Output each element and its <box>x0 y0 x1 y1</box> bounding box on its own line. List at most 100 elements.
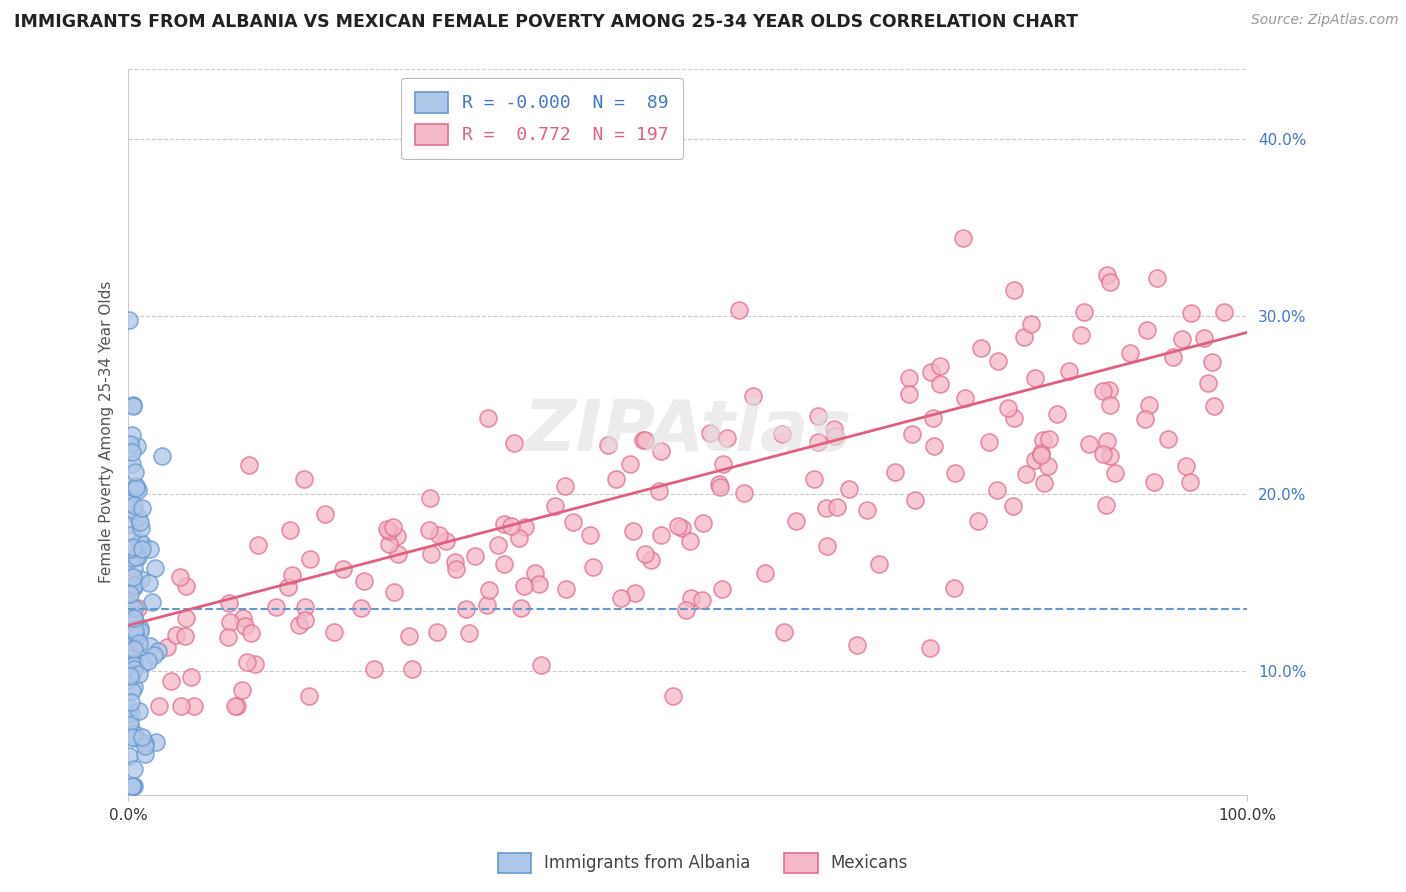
Point <box>122 762 145 776</box>
Point <box>294 600 316 615</box>
Point <box>426 625 449 640</box>
Point <box>121 445 143 459</box>
Point <box>1097 383 1119 397</box>
Point <box>666 518 689 533</box>
Point <box>298 551 321 566</box>
Point <box>127 483 149 498</box>
Point <box>1136 322 1159 336</box>
Point <box>122 503 145 517</box>
Point <box>138 639 160 653</box>
Point <box>648 483 671 498</box>
Point <box>1073 305 1095 319</box>
Point <box>124 639 146 653</box>
Point <box>118 491 141 505</box>
Point <box>979 435 1001 450</box>
Point <box>621 524 644 539</box>
Point <box>825 500 848 515</box>
Point <box>624 586 647 600</box>
Point <box>117 496 139 510</box>
Point <box>240 626 263 640</box>
Point <box>138 576 160 591</box>
Point <box>1175 459 1198 474</box>
Point <box>477 411 499 425</box>
Point <box>183 699 205 714</box>
Point <box>122 399 145 413</box>
Point <box>815 500 838 515</box>
Point <box>1019 317 1042 331</box>
Point <box>464 549 486 564</box>
Point <box>160 673 183 688</box>
Point <box>419 491 441 505</box>
Point <box>1024 452 1046 467</box>
Point <box>803 472 825 486</box>
Point <box>711 457 734 471</box>
Point <box>169 699 191 714</box>
Point <box>117 673 139 687</box>
Point <box>124 580 146 594</box>
Point <box>169 570 191 584</box>
Point <box>898 386 921 401</box>
Point <box>1078 436 1101 450</box>
Point <box>970 341 993 355</box>
Point <box>671 521 693 535</box>
Point <box>1171 333 1194 347</box>
Point <box>1002 411 1025 425</box>
Point <box>478 582 501 597</box>
Point <box>218 615 240 630</box>
Point <box>131 537 153 551</box>
Point <box>662 689 685 703</box>
Point <box>124 465 146 479</box>
Point <box>118 437 141 451</box>
Point <box>1137 398 1160 412</box>
Point <box>943 582 966 596</box>
Point <box>770 427 793 442</box>
Point <box>633 433 655 447</box>
Point <box>122 658 145 673</box>
Point <box>287 617 309 632</box>
Point <box>127 550 149 565</box>
Y-axis label: Female Poverty Among 25-34 Year Olds: Female Poverty Among 25-34 Year Olds <box>100 280 114 582</box>
Point <box>987 354 1010 368</box>
Point <box>823 422 845 436</box>
Point <box>120 517 142 532</box>
Point <box>1070 327 1092 342</box>
Point <box>1031 448 1053 462</box>
Point <box>128 704 150 718</box>
Point <box>554 479 576 493</box>
Point <box>1033 475 1056 490</box>
Point <box>1036 459 1059 474</box>
Point <box>398 629 420 643</box>
Point <box>122 627 145 641</box>
Point <box>1180 305 1202 319</box>
Point <box>1192 331 1215 345</box>
Point <box>838 483 860 497</box>
Point <box>494 517 516 532</box>
Text: IMMIGRANTS FROM ALBANIA VS MEXICAN FEMALE POVERTY AMONG 25-34 YEAR OLDS CORRELAT: IMMIGRANTS FROM ALBANIA VS MEXICAN FEMAL… <box>14 13 1078 31</box>
Point <box>134 747 156 761</box>
Point <box>243 657 266 672</box>
Point <box>247 538 270 552</box>
Point <box>122 641 145 656</box>
Point <box>650 443 672 458</box>
Point <box>997 401 1019 416</box>
Point <box>118 587 141 601</box>
Point <box>1015 467 1038 481</box>
Point <box>845 638 868 652</box>
Point <box>544 499 567 513</box>
Point <box>675 603 697 617</box>
Point <box>236 655 259 669</box>
Point <box>815 539 838 553</box>
Point <box>231 682 253 697</box>
Point <box>120 598 142 612</box>
Point <box>444 555 467 569</box>
Point <box>121 731 143 745</box>
Point <box>378 524 401 538</box>
Point <box>314 507 336 521</box>
Point <box>121 398 143 412</box>
Point <box>454 602 477 616</box>
Point <box>631 433 654 447</box>
Point <box>610 591 633 605</box>
Point <box>385 528 408 542</box>
Point <box>122 601 145 615</box>
Point <box>1095 498 1118 512</box>
